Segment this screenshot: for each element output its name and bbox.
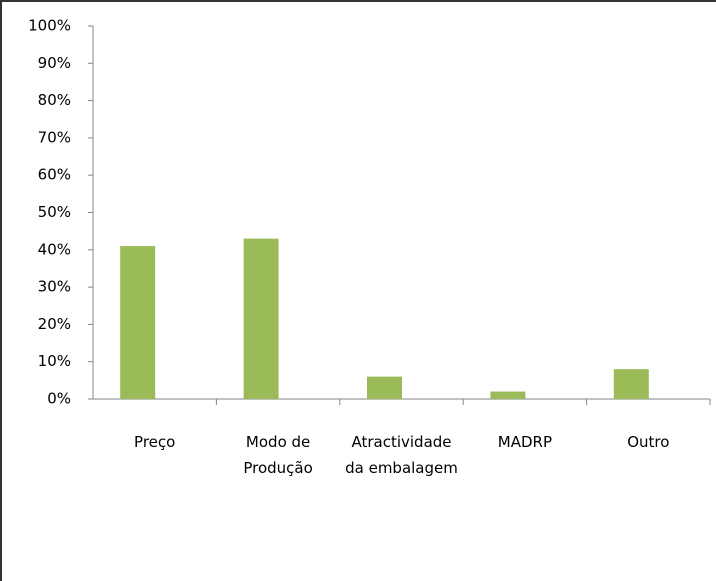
y-tick-label: 60% (38, 166, 71, 184)
y-tick-label: 30% (38, 278, 71, 296)
bar (367, 376, 402, 399)
x-tick-label: MADRP (497, 433, 552, 451)
y-tick-label: 40% (38, 240, 71, 258)
y-tick-label: 80% (38, 91, 71, 109)
bar (243, 238, 279, 399)
x-tick-label: Outro (627, 433, 670, 451)
bar (120, 246, 156, 399)
x-tick-label: Preço (134, 433, 176, 451)
y-tick-label: 70% (38, 128, 71, 146)
x-tick-label: Modo de Produção (243, 433, 313, 477)
bar (613, 369, 649, 399)
y-tick-label: 20% (38, 315, 71, 333)
y-tick-label: 90% (38, 54, 71, 72)
y-tick-label: 0% (47, 390, 71, 408)
x-tick-label: Atractividade da embalagem (345, 433, 458, 477)
y-tick-label: 10% (38, 352, 71, 370)
bar (490, 391, 526, 399)
y-tick-label: 100% (28, 17, 71, 35)
y-tick-label: 50% (38, 203, 71, 221)
